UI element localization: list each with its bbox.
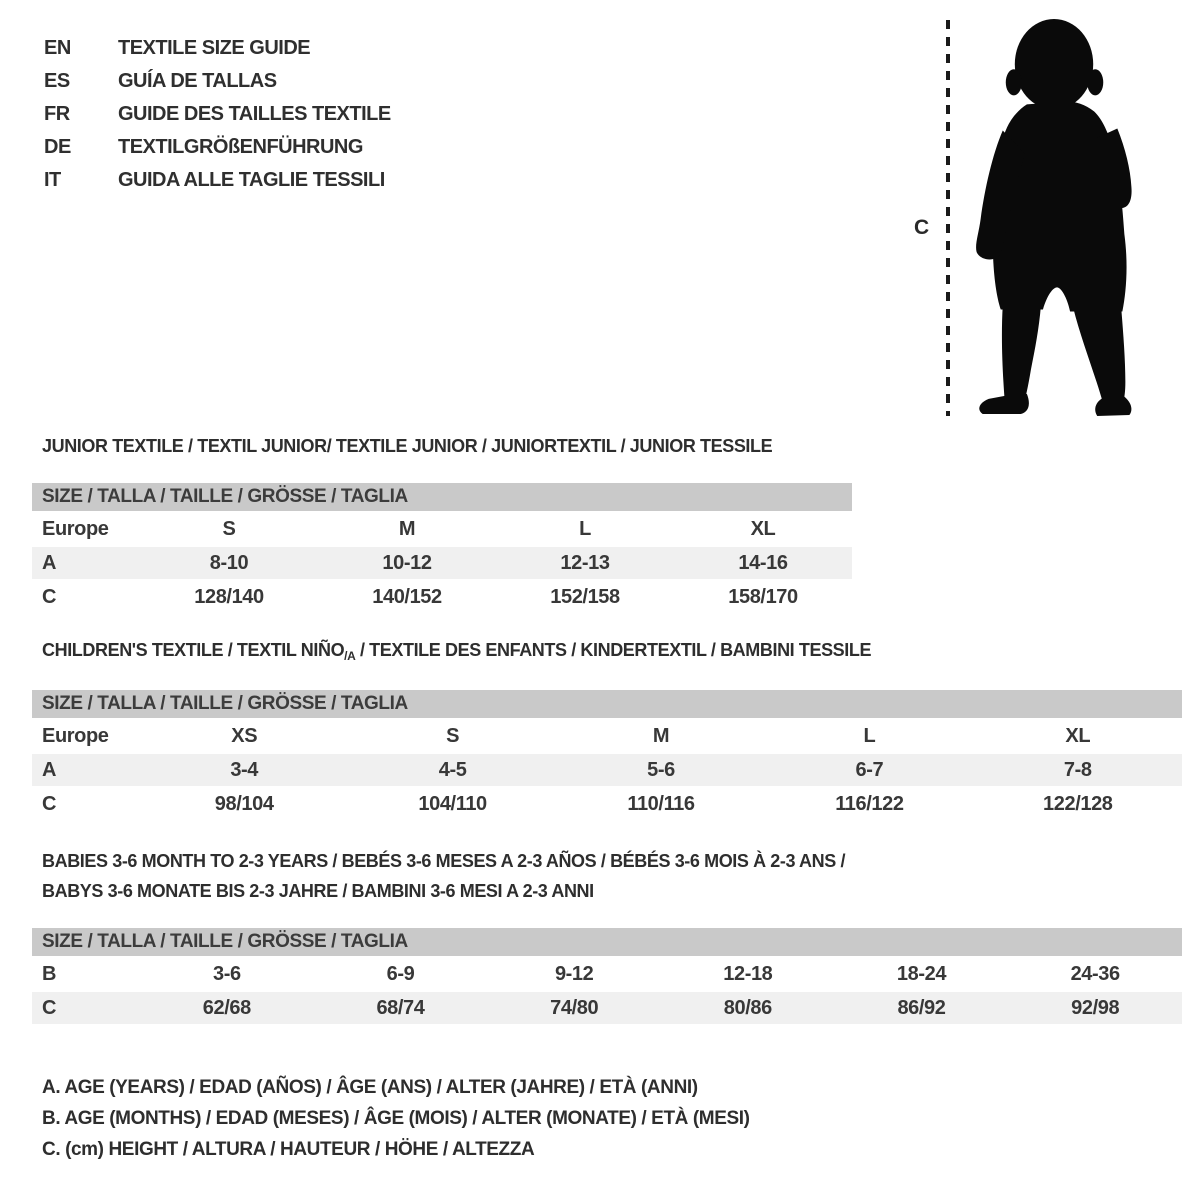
- children-row-height: C 98/104 104/110 110/116 116/122 122/128: [32, 788, 1182, 820]
- size-header-bar: SIZE / TALLA / TAILLE / GRÖSSE / TAGLIA: [32, 483, 852, 511]
- row-label: A: [42, 551, 57, 574]
- height-cell: 104/110: [418, 792, 487, 815]
- lang-code: FR: [44, 103, 70, 125]
- children-title-sub: /A: [344, 649, 356, 663]
- height-cell: 98/104: [214, 792, 274, 815]
- age-cell: 18-24: [896, 962, 947, 985]
- size-cell: M: [398, 517, 416, 540]
- row-label: B: [42, 962, 57, 985]
- babies-title-line1: BABIES 3-6 MONTH TO 2-3 YEARS / BEBÉS 3-…: [42, 851, 846, 871]
- legend-line-b: B. AGE (MONTHS) / EDAD (MESES) / ÂGE (MO…: [42, 1107, 750, 1129]
- height-cell: 68/74: [376, 996, 425, 1019]
- size-cell: L: [579, 517, 591, 540]
- language-title-block: EN TEXTILE SIZE GUIDE ES GUÍA DE TALLAS …: [44, 32, 391, 197]
- lang-code: IT: [44, 169, 61, 191]
- junior-row-europe: Europe S M L XL: [32, 513, 852, 545]
- babies-section-title: BABIES 3-6 MONTH TO 2-3 YEARS / BEBÉS 3-…: [42, 846, 845, 906]
- height-cell: 86/92: [897, 996, 946, 1019]
- junior-row-height: C 128/140 140/152 152/158 158/170: [32, 581, 852, 613]
- age-cell: 10-12: [382, 551, 432, 574]
- legend-block: A. AGE (YEARS) / EDAD (AÑOS) / ÂGE (ANS)…: [42, 1072, 750, 1165]
- age-cell: 6-9: [386, 962, 415, 985]
- size-cell: XL: [750, 517, 776, 540]
- size-cell: S: [446, 724, 460, 747]
- height-cell: 92/98: [1071, 996, 1120, 1019]
- children-title-post: / TEXTILE DES ENFANTS / KINDERTEXTIL / B…: [355, 640, 872, 660]
- lang-title: GUIDA ALLE TAGLIE TESSILI: [118, 169, 385, 191]
- size-cell: XL: [1065, 724, 1091, 747]
- age-cell: 24-36: [1070, 962, 1121, 985]
- age-cell: 7-8: [1063, 758, 1092, 781]
- height-cell: 158/170: [728, 585, 798, 608]
- lang-row-it: IT GUIDA ALLE TAGLIE TESSILI: [44, 164, 391, 197]
- children-size-table: SIZE / TALLA / TAILLE / GRÖSSE / TAGLIA …: [32, 690, 1182, 820]
- size-cell: XS: [231, 724, 258, 747]
- legend-line-a: A. AGE (YEARS) / EDAD (AÑOS) / ÂGE (ANS)…: [42, 1076, 698, 1098]
- height-label: C: [914, 216, 930, 239]
- row-label: Europe: [42, 724, 109, 747]
- height-cell: 128/140: [194, 585, 264, 608]
- height-cell: 122/128: [1043, 792, 1113, 815]
- row-label: C: [42, 996, 57, 1019]
- row-label: C: [42, 585, 57, 608]
- age-cell: 14-16: [738, 551, 788, 574]
- height-cell: 140/152: [372, 585, 442, 608]
- size-cell: S: [222, 517, 236, 540]
- legend-line-c: C. (cm) HEIGHT / ALTURA / HAUTEUR / HÖHE…: [42, 1138, 535, 1160]
- children-row-europe: Europe XS S M L XL: [32, 720, 1182, 752]
- age-cell: 6-7: [855, 758, 884, 781]
- lang-code: ES: [44, 70, 70, 92]
- age-cell: 12-13: [560, 551, 610, 574]
- lang-row-en: EN TEXTILE SIZE GUIDE: [44, 32, 391, 65]
- age-cell: 9-12: [554, 962, 594, 985]
- size-cell: L: [863, 724, 876, 747]
- age-cell: 12-18: [723, 962, 773, 985]
- lang-title: TEXTILGRÖßENFÜHRUNG: [118, 136, 363, 158]
- size-header-bar: SIZE / TALLA / TAILLE / GRÖSSE / TAGLIA: [32, 928, 1182, 956]
- age-cell: 3-4: [230, 758, 259, 781]
- height-cell: 116/122: [835, 792, 904, 815]
- row-label: A: [42, 758, 57, 781]
- height-cell: 80/86: [723, 996, 772, 1019]
- lang-row-fr: FR GUIDE DES TAILLES TEXTILE: [44, 98, 391, 131]
- children-row-age: A 3-4 4-5 5-6 6-7 7-8: [32, 754, 1182, 786]
- babies-size-table: SIZE / TALLA / TAILLE / GRÖSSE / TAGLIA …: [32, 928, 1182, 1024]
- baby-silhouette-icon: [976, 19, 1132, 416]
- age-cell: 8-10: [209, 551, 249, 574]
- age-cell: 3-6: [212, 962, 241, 985]
- children-section-title: CHILDREN'S TEXTILE / TEXTIL NIÑO/A / TEX…: [42, 640, 871, 663]
- babies-row-height: C 62/68 68/74 74/80 80/86 86/92 92/98: [32, 992, 1182, 1024]
- lang-row-es: ES GUÍA DE TALLAS: [44, 65, 391, 98]
- row-label: C: [42, 792, 57, 815]
- height-cell: 74/80: [550, 996, 599, 1019]
- lang-row-de: DE TEXTILGRÖßENFÜHRUNG: [44, 131, 391, 164]
- junior-row-age: A 8-10 10-12 12-13 14-16: [32, 547, 852, 579]
- size-cell: M: [652, 724, 670, 747]
- height-dashed-line: [946, 20, 950, 416]
- babies-title-line2: BABYS 3-6 MONATE BIS 2-3 JAHRE / BAMBINI…: [42, 881, 594, 901]
- lang-code: EN: [44, 37, 71, 59]
- height-cell: 62/68: [202, 996, 251, 1019]
- age-cell: 5-6: [647, 758, 675, 781]
- row-label: Europe: [42, 517, 109, 540]
- babies-row-months: B 3-6 6-9 9-12 12-18 18-24 24-36: [32, 958, 1182, 990]
- size-header-bar: SIZE / TALLA / TAILLE / GRÖSSE / TAGLIA: [32, 690, 1182, 718]
- height-cell: 152/158: [550, 585, 620, 608]
- lang-title: GUÍA DE TALLAS: [118, 70, 277, 92]
- lang-title: TEXTILE SIZE GUIDE: [118, 37, 311, 59]
- age-cell: 4-5: [438, 758, 467, 781]
- lang-code: DE: [44, 136, 71, 158]
- children-title-pre: CHILDREN'S TEXTILE / TEXTIL NIÑO: [42, 640, 345, 660]
- height-cell: 110/116: [627, 792, 695, 815]
- lang-title: GUIDE DES TAILLES TEXTILE: [118, 103, 391, 125]
- junior-size-table: SIZE / TALLA / TAILLE / GRÖSSE / TAGLIA …: [32, 483, 852, 613]
- junior-section-title: JUNIOR TEXTILE / TEXTIL JUNIOR/ TEXTILE …: [42, 436, 773, 456]
